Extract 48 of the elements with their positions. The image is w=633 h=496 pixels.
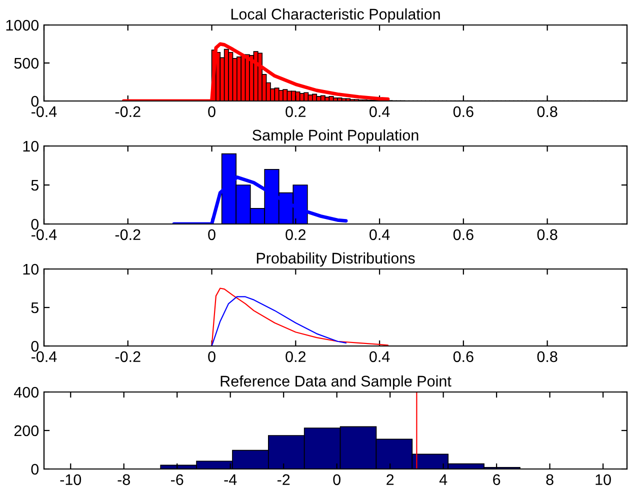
y-tick-label: 10 — [23, 264, 39, 275]
x-tick-label: 0 — [208, 106, 216, 118]
x-tick-label: 10 — [596, 474, 611, 486]
x-tick-label: 0.2 — [286, 229, 306, 240]
x-tick-label: 0.8 — [537, 106, 558, 118]
x-tick-label: 0.2 — [286, 351, 306, 362]
y-tick-label: 400 — [14, 386, 39, 398]
x-tick-label: 8 — [546, 474, 554, 486]
y-tick-label: 200 — [14, 425, 39, 436]
x-tick-label: 0.6 — [453, 229, 474, 240]
y-tick-label: 0 — [31, 340, 39, 352]
x-tick-label: 4 — [439, 474, 448, 485]
x-tick-label: -0.2 — [115, 351, 140, 362]
y-tick-label: 5 — [31, 302, 38, 314]
chart-title: Sample Point Population — [252, 129, 418, 144]
x-tick-label: 0.2 — [286, 106, 306, 118]
y-tick-label: 0 — [31, 96, 39, 107]
x-tick-label: -0.4 — [32, 106, 57, 118]
chart-title: Reference Data and Sample Point — [220, 375, 452, 390]
y-tick-label: 10 — [23, 140, 39, 152]
chart-title: Probability Distributions — [256, 252, 415, 267]
x-tick-label: 0 — [333, 474, 340, 486]
x-tick-label: -0.2 — [115, 229, 140, 240]
x-tick-label: 0 — [208, 229, 216, 240]
x-tick-label: 0.8 — [537, 351, 558, 362]
x-tick-label: 2 — [386, 474, 394, 485]
y-tick-label: 5 — [31, 180, 38, 191]
x-tick-label: 0 — [208, 351, 216, 362]
x-tick-label: 0.4 — [370, 106, 390, 118]
x-tick-label: -8 — [118, 474, 130, 486]
chart-title: Local Characteristic Population — [231, 8, 440, 23]
x-tick-label: 0.6 — [453, 106, 474, 118]
x-tick-label: 6 — [493, 474, 500, 486]
y-tick-label: 1000 — [6, 20, 39, 31]
x-tick-label: 0.4 — [370, 351, 390, 362]
x-tick-label: -4 — [224, 474, 237, 485]
y-tick-label: 0 — [31, 464, 39, 475]
x-tick-label: -0.2 — [115, 106, 140, 118]
x-tick-label: -10 — [60, 474, 82, 486]
x-tick-label: 0.8 — [537, 229, 558, 240]
x-tick-label: 0.4 — [370, 229, 390, 240]
x-tick-label: -2 — [277, 474, 290, 485]
x-tick-label: 0.6 — [453, 351, 474, 362]
y-tick-label: 500 — [14, 58, 39, 69]
y-tick-label: 0 — [31, 218, 39, 230]
x-tick-label: -6 — [170, 474, 184, 486]
x-tick-label: -0.4 — [32, 229, 57, 240]
x-tick-label: -0.4 — [32, 351, 57, 362]
